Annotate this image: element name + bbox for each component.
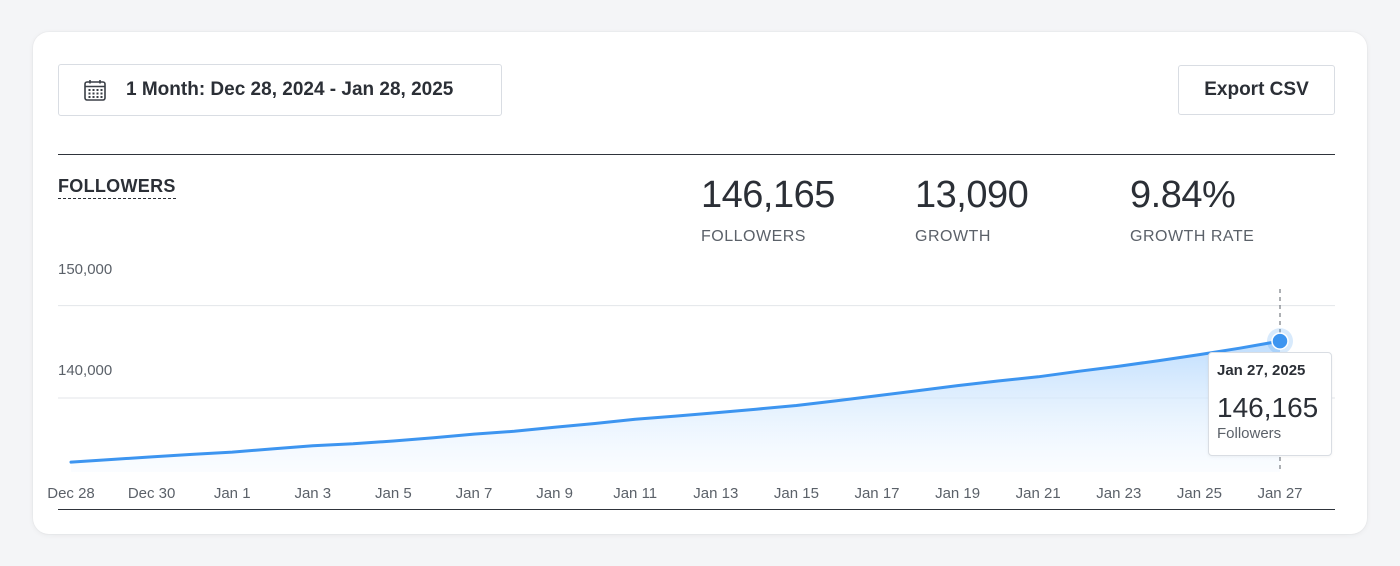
data-point [996,379,1000,383]
series-line [69,339,1282,464]
stat-label: FOLLOWERS [701,228,806,245]
highlight-point [1271,332,1289,350]
section-title[interactable]: FOLLOWERS [58,176,176,199]
data-point [754,407,758,411]
x-tick-label: Jan 19 [935,485,980,502]
followers-chart: Dec 28 Dec 30 Jan 1 Jan 3 Jan 5 Jan 7 Jan 9 Jan… [47,289,1335,502]
x-tick-label: Jan 13 [693,485,738,502]
data-point [271,447,275,451]
data-point [956,384,960,388]
x-tick-label: Jan 21 [1016,485,1061,502]
stat-growth: 13,090 GROWTH [915,174,1029,246]
x-tick-label: Dec 28 [47,485,95,502]
x-tick-label: Jan 11 [613,485,657,502]
data-point [230,450,234,454]
stat-value: 9.84% [1130,174,1236,216]
data-point [512,429,516,433]
data-point [633,417,637,421]
export-csv-button[interactable]: Export CSV [1178,65,1335,115]
data-point [1197,353,1201,357]
y-tick-label: 140,000 [58,362,113,379]
data-point [714,411,718,415]
stat-label: GROWTH RATE [1130,228,1255,245]
tooltip-value: 146,165 [1217,392,1319,423]
date-range-button[interactable]: 1 Month: Dec 28, 2024 - Jan 28, 2025 [58,64,502,116]
data-point [109,458,113,462]
x-tick-label: Jan 25 [1177,485,1222,502]
data-point [69,460,73,464]
data-point [915,389,919,393]
x-tick-label: Jan 7 [456,485,493,502]
data-point [432,436,436,440]
x-tick-label: Jan 5 [375,485,412,502]
chart-tooltip: Jan 27, 2025 146,165 Followers [1208,352,1332,456]
stat-value: 13,090 [915,174,1029,216]
x-tick-label: Dec 30 [128,485,176,502]
x-tick-label: Jan 17 [854,485,899,502]
tooltip-date: Jan 27, 2025 [1217,362,1306,379]
stat-followers: 146,165 FOLLOWERS [701,174,835,246]
tooltip-label: Followers [1217,425,1282,442]
y-tick-label: 150,000 [58,261,113,278]
data-point [794,403,798,407]
x-tick-label: Jan 23 [1096,485,1141,502]
data-point [190,452,194,456]
data-point [1238,346,1242,350]
data-point [593,421,597,425]
data-point [553,425,557,429]
top-divider [58,154,1335,155]
data-point [351,442,355,446]
stat-growth-rate: 9.84% GROWTH RATE [1130,174,1254,246]
bottom-divider [58,509,1335,510]
date-range-label: 1 Month: Dec 28, 2024 - Jan 28, 2025 [126,79,454,100]
x-tick-label: Jan 3 [294,485,331,502]
data-point [472,432,476,436]
data-point [1117,364,1121,368]
stat-label: GROWTH [915,228,991,245]
data-point [875,394,879,398]
x-tick-label: Jan 9 [536,485,573,502]
data-point [674,414,678,418]
data-point [311,444,315,448]
data-point [1077,369,1081,373]
series-area [71,341,1280,472]
x-tick-label: Jan 1 [214,485,251,502]
x-tick-label: Jan 27 [1257,485,1302,502]
x-tick-label: Jan 15 [774,485,819,502]
followers-card: 1 Month: Dec 28, 2024 - Jan 28, 2025 Exp… [33,32,1367,534]
data-point [1036,375,1040,379]
data-point [1157,359,1161,363]
calendar-icon [83,78,107,102]
stat-value: 146,165 [701,174,835,216]
data-point [150,455,154,459]
data-point [391,439,395,443]
data-point [835,399,839,403]
